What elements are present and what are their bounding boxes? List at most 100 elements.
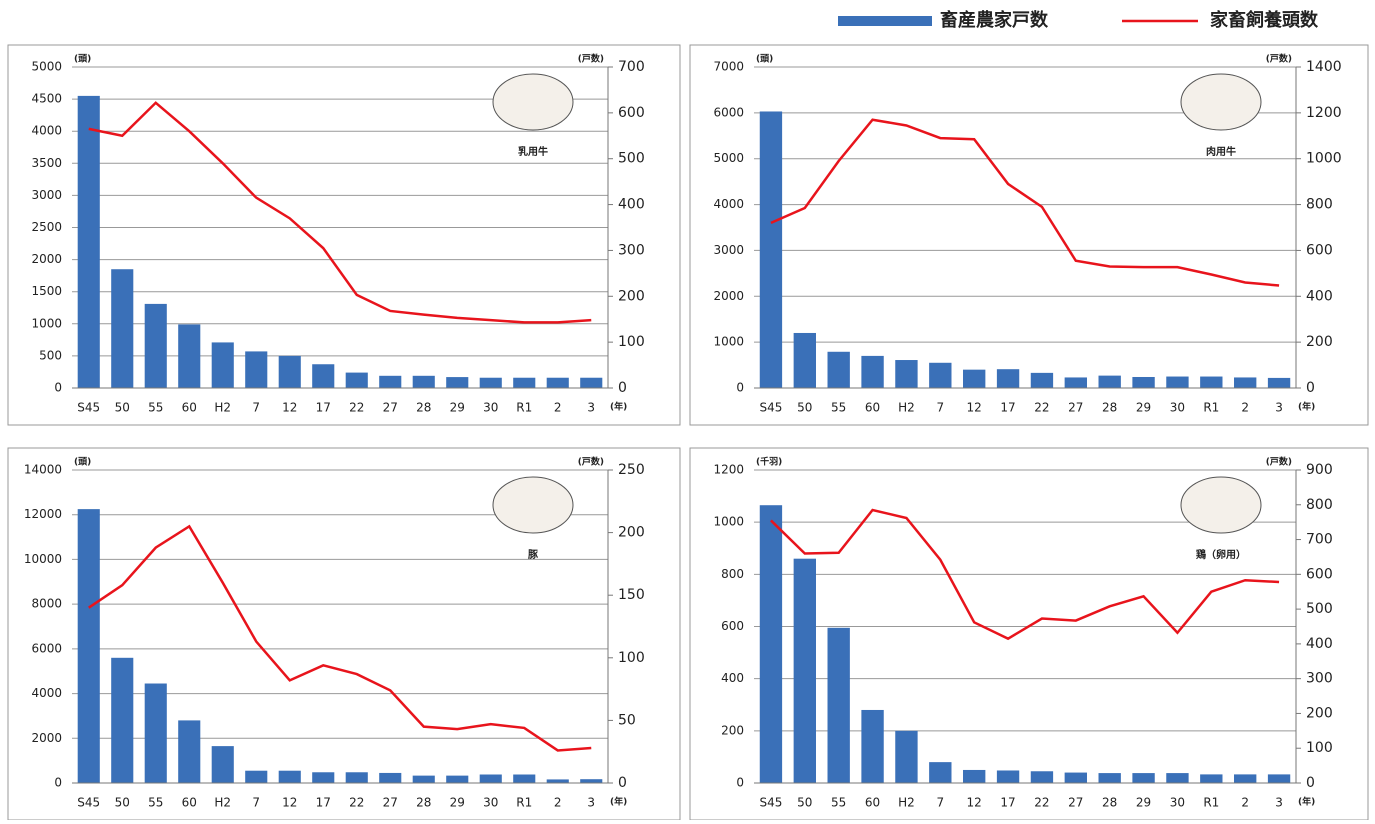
x-unit-label: (年) <box>1298 796 1315 808</box>
y2-unit-label: (戸数) <box>578 53 604 65</box>
x-tick-label: 7 <box>936 401 944 415</box>
x-tick-label: 3 <box>1275 401 1283 415</box>
x-tick-label: 12 <box>282 401 297 415</box>
bar <box>111 269 134 388</box>
x-tick-label: 30 <box>483 401 498 415</box>
y-tick-label: 14000 <box>24 463 62 477</box>
y2-tick-label: 600 <box>1306 566 1333 582</box>
x-tick-label: 55 <box>831 401 846 415</box>
y-tick-label: 12000 <box>24 507 62 521</box>
bar <box>446 775 469 783</box>
y2-tick-label: 600 <box>1306 242 1333 258</box>
bar <box>278 355 301 388</box>
y-tick-label: 400 <box>721 671 744 685</box>
y2-tick-label: 1000 <box>1306 151 1342 167</box>
y-unit-label: (頭) <box>74 54 91 65</box>
y-tick-label: 3500 <box>31 156 62 170</box>
bar <box>1132 376 1155 388</box>
x-tick-label: R1 <box>1203 401 1219 415</box>
bar <box>379 772 402 783</box>
panel <box>7 447 681 821</box>
x-tick-label: 27 <box>383 401 398 415</box>
bar <box>312 772 335 783</box>
legend-swatch-bar <box>838 16 932 26</box>
y-tick-label: 2000 <box>31 252 62 266</box>
y-tick-label: 1500 <box>31 284 62 298</box>
bar <box>77 95 100 388</box>
x-tick-label: S45 <box>759 401 782 415</box>
y2-tick-label: 500 <box>1306 601 1333 617</box>
bar <box>479 377 502 388</box>
line <box>770 118 1280 287</box>
x-tick-label: 29 <box>450 796 465 810</box>
bar <box>1132 773 1155 783</box>
x-tick-label: 12 <box>282 796 297 810</box>
bar <box>412 375 435 388</box>
y-tick-label: 8000 <box>31 597 62 611</box>
x-unit-label: (年) <box>610 401 627 413</box>
x-tick-label: 29 <box>1136 401 1151 415</box>
y2-tick-label: 400 <box>1306 288 1333 304</box>
y2-unit-label: (戸数) <box>1266 456 1292 468</box>
y2-tick-label: 0 <box>1306 380 1315 396</box>
bar <box>929 762 952 783</box>
y2-tick-label: 1200 <box>1306 105 1342 121</box>
bar <box>178 720 201 783</box>
x-tick-label: R1 <box>1203 796 1219 810</box>
y2-tick-label: 200 <box>618 288 645 304</box>
bar <box>759 111 783 388</box>
y-unit-label: (頭) <box>74 457 91 468</box>
y-tick-label: 5000 <box>713 151 744 165</box>
caption: 肉用牛 <box>1206 145 1236 158</box>
animal-icon <box>492 476 574 534</box>
y2-tick-label: 700 <box>618 59 645 75</box>
x-tick-label: 55 <box>831 796 846 810</box>
y2-tick-label: 800 <box>1306 197 1333 213</box>
y-tick-label: 4000 <box>31 686 62 700</box>
y-tick-label: 4000 <box>31 124 62 138</box>
bar <box>1030 771 1054 783</box>
y-tick-label: 6000 <box>31 641 62 655</box>
bar <box>1200 376 1223 388</box>
bar <box>1267 774 1291 783</box>
bar <box>479 774 502 783</box>
bar <box>580 779 603 783</box>
y-tick-label: 0 <box>54 776 62 790</box>
animal-icon <box>1180 476 1262 534</box>
y-tick-label: 1000 <box>713 335 744 349</box>
y2-tick-label: 800 <box>1306 497 1333 513</box>
y-tick-label: 3000 <box>31 188 62 202</box>
bar <box>412 775 435 783</box>
y2-tick-label: 200 <box>1306 334 1333 350</box>
bar <box>895 360 918 388</box>
legend-label: 家畜飼養頭数 <box>1210 9 1319 31</box>
x-tick-label: 3 <box>1275 796 1283 810</box>
x-tick-label: 60 <box>865 401 880 415</box>
x-tick-label: 30 <box>483 796 498 810</box>
bar <box>144 683 167 783</box>
y-tick-label: 1000 <box>713 515 744 529</box>
x-tick-label: 29 <box>1136 796 1151 810</box>
x-tick-label: 30 <box>1170 401 1185 415</box>
x-tick-label: 2 <box>554 401 562 415</box>
x-tick-label: 60 <box>182 401 197 415</box>
x-tick-label: 7 <box>252 796 260 810</box>
y-tick-label: 200 <box>721 723 744 737</box>
y-tick-label: 500 <box>39 348 62 362</box>
x-tick-label: 17 <box>316 401 331 415</box>
y-unit-label: (千羽) <box>756 456 782 468</box>
bar <box>1064 377 1087 388</box>
x-tick-label: 3 <box>587 796 595 810</box>
bar <box>245 351 268 388</box>
y-tick-label: 1200 <box>713 463 744 477</box>
x-tick-label: 22 <box>349 796 364 810</box>
bar <box>1234 377 1257 388</box>
x-tick-label: 55 <box>148 401 163 415</box>
line <box>88 524 592 752</box>
x-tick-label: 2 <box>554 796 562 810</box>
bar <box>245 770 268 783</box>
y-tick-label: 4500 <box>31 92 62 106</box>
y2-tick-label: 200 <box>1306 705 1333 721</box>
x-tick-label: 28 <box>416 796 431 810</box>
bar <box>1200 774 1223 783</box>
